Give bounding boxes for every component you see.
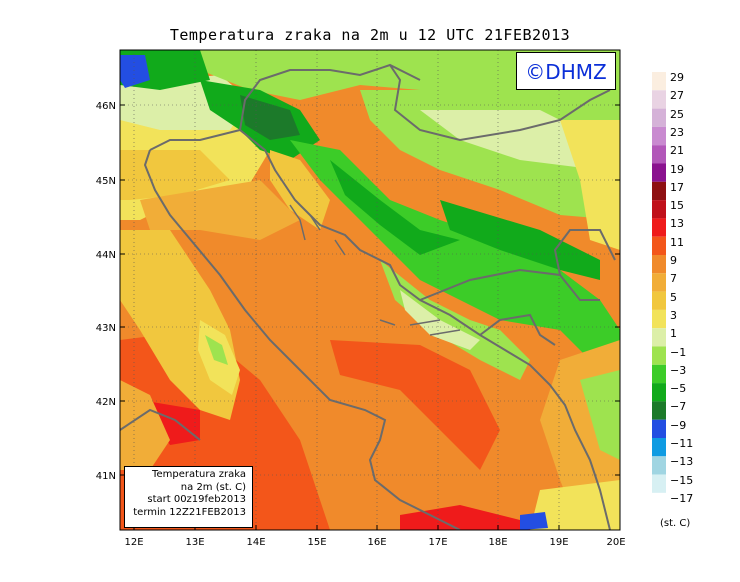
colorbar-swatch xyxy=(652,163,666,182)
coastlines xyxy=(120,63,616,530)
lon-tick-label: 20E xyxy=(606,537,625,548)
colorbar-label: 21 xyxy=(670,144,684,158)
lat-tick-label: 42N xyxy=(96,397,116,408)
colorbar-label: −17 xyxy=(670,491,694,505)
colorbar-label: 19 xyxy=(670,162,684,176)
lat-tick-label: 41N xyxy=(96,471,116,482)
colorbar-swatch xyxy=(652,328,666,347)
islands xyxy=(289,204,461,336)
lat-tick-label: 44N xyxy=(96,250,116,261)
colorbar-swatch xyxy=(652,291,666,310)
info-line: start 00z19feb2013 xyxy=(147,494,246,505)
lon-tick-label: 17E xyxy=(428,537,447,548)
colorbar-label: −13 xyxy=(670,455,694,469)
colorbar-label: 29 xyxy=(670,71,684,84)
colorbar-label: 25 xyxy=(670,107,684,121)
colorbar-swatch xyxy=(652,492,666,512)
info-line: na 2m (st. C) xyxy=(180,481,246,493)
lat-axis xyxy=(120,104,620,476)
colorbar-swatch xyxy=(652,255,666,274)
dhmz-logo: ©DHMZ xyxy=(516,52,616,90)
lon-tick-label: 18E xyxy=(488,537,507,548)
colorbar-label: −9 xyxy=(670,418,687,432)
colorbar-label: −1 xyxy=(670,345,687,359)
colorbar-swatch xyxy=(652,273,666,292)
colorbar-unit: (st. C) xyxy=(660,518,691,529)
lon-tick-label: 15E xyxy=(307,537,326,548)
colorbar-label: 27 xyxy=(670,89,684,103)
colorbar-label: 9 xyxy=(670,254,677,267)
colorbar-swatch xyxy=(652,383,666,402)
colorbar-label: 1 xyxy=(670,327,677,341)
lat-tick-label: 46N xyxy=(96,101,116,112)
colorbar-swatch xyxy=(652,474,666,493)
map-title: Temperatura zraka na 2m u 12 UTC 21FEB20… xyxy=(169,26,571,44)
colorbar-label: −5 xyxy=(670,382,687,396)
colorbar-swatch xyxy=(652,218,666,237)
colorbar-swatch xyxy=(652,72,666,91)
colorbar-swatch xyxy=(652,346,666,365)
colorbar-swatch xyxy=(652,419,666,438)
colorbar-swatch xyxy=(652,90,666,109)
info-line: Temperatura zraka xyxy=(152,469,246,480)
lon-tick-label: 16E xyxy=(367,537,386,548)
colorbar-label: 11 xyxy=(670,235,684,249)
colorbar-swatch xyxy=(652,145,666,164)
colorbar-label: −3 xyxy=(670,363,687,377)
colorbar-label: −7 xyxy=(670,400,687,414)
colorbar-label: 3 xyxy=(670,308,677,322)
colorbar-swatch xyxy=(652,200,666,219)
colorbar-swatch xyxy=(652,456,666,475)
lon-tick-label: 12E xyxy=(124,537,143,548)
lat-tick-label: 43N xyxy=(96,323,116,334)
colorbar-label: −15 xyxy=(670,473,694,487)
lat-tick-labels: 46N 45N 44N 43N 42N 41N xyxy=(96,101,116,482)
colorbar-label: 7 xyxy=(670,272,677,286)
lon-tick-label: 19E xyxy=(549,537,568,548)
colorbar-swatch xyxy=(652,181,666,201)
colorbar-swatch xyxy=(652,401,666,420)
lon-tick-label: 13E xyxy=(185,537,204,548)
lat-tick-label: 45N xyxy=(96,176,116,187)
colorbar-label: 13 xyxy=(670,217,684,231)
colorbar-label: 15 xyxy=(670,199,684,213)
colorbar xyxy=(652,72,666,512)
colorbar-label: 23 xyxy=(670,125,684,139)
lon-tick-labels: 12E 13E 14E 15E 16E 17E 18E 19E 20E xyxy=(124,537,625,548)
colorbar-swatch xyxy=(652,438,666,457)
info-box: Temperatura zraka na 2m (st. C) start 00… xyxy=(124,466,253,528)
colorbar-swatch xyxy=(652,108,666,127)
colorbar-swatch xyxy=(652,364,666,384)
info-line: termin 12Z21FEB2013 xyxy=(133,506,246,518)
colorbar-label: −11 xyxy=(670,437,694,450)
map-frame xyxy=(119,49,621,531)
colorbar-swatch xyxy=(652,309,666,329)
colorbar-label: 17 xyxy=(670,180,684,194)
lon-tick-label: 14E xyxy=(246,537,265,548)
colorbar-swatch xyxy=(652,236,666,255)
colorbar-swatch xyxy=(652,126,666,146)
colorbar-label: 5 xyxy=(670,290,677,304)
